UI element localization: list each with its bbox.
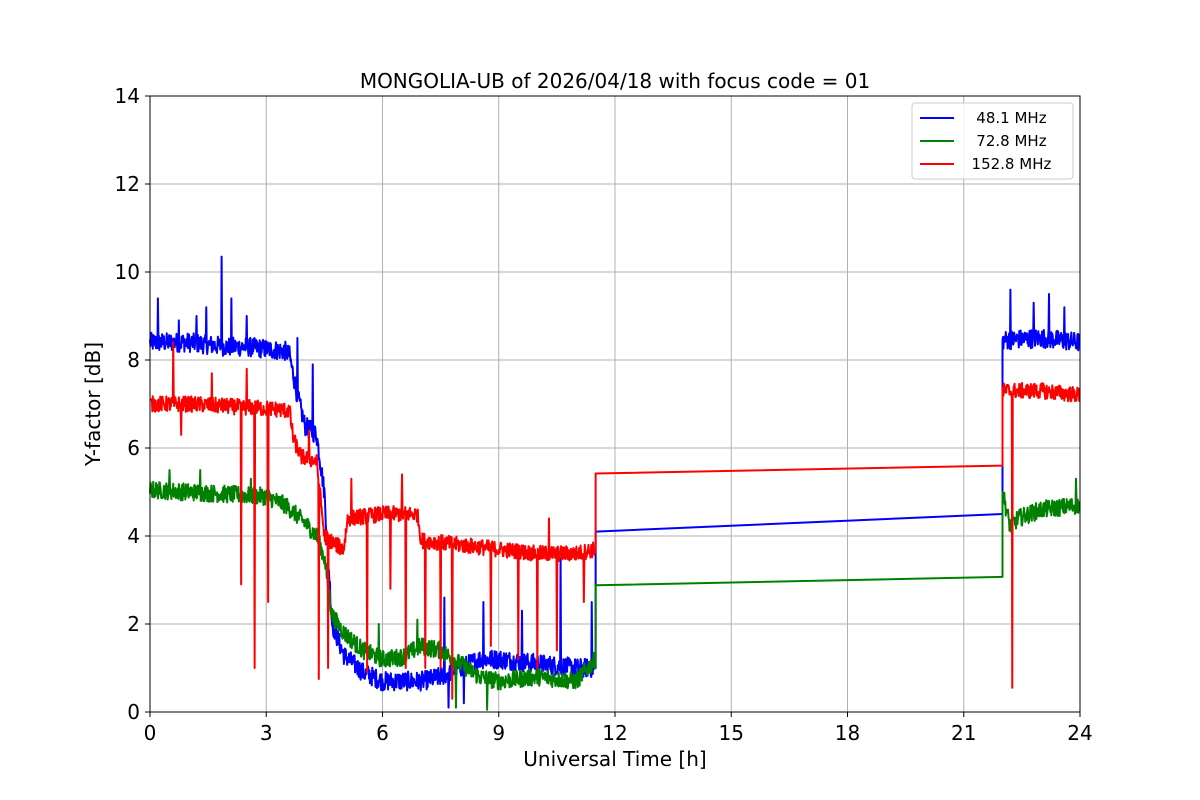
y-axis-label: Y-factor [dB] <box>81 342 105 467</box>
x-tick-label: 18 <box>835 721 860 745</box>
y-tick-label: 14 <box>115 84 140 108</box>
y-tick-label: 8 <box>127 348 140 372</box>
legend-label-48mhz: 48.1 MHz <box>962 109 1047 127</box>
legend-label-72mhz: 72.8 MHz <box>962 132 1047 150</box>
series-line-48-1-mhz <box>149 255 1081 709</box>
y-tick-label: 12 <box>115 172 140 196</box>
y-tick-label: 10 <box>115 260 140 284</box>
y-tick-label: 4 <box>127 524 140 548</box>
x-tick-label: 21 <box>951 721 976 745</box>
x-tick-label: 15 <box>719 721 744 745</box>
x-tick-label: 0 <box>144 721 157 745</box>
y-tick-label: 0 <box>127 700 140 724</box>
x-tick-label: 24 <box>1067 721 1092 745</box>
y-tick-label: 2 <box>127 612 140 636</box>
series-line-72-8-mhz <box>149 469 1081 711</box>
legend: 48.1 MHz 72.8 MHz 152.8 MHz <box>911 102 1074 180</box>
series-layer <box>149 255 1081 711</box>
chart-title: MONGOLIA-UB of 2026/04/18 with focus cod… <box>360 69 870 93</box>
x-tick-label: 6 <box>376 721 389 745</box>
series-line-152-8-mhz <box>149 341 1081 700</box>
legend-label-152mhz: 152.8 MHz <box>962 155 1051 173</box>
x-tick-label: 9 <box>492 721 505 745</box>
legend-box <box>911 102 1074 180</box>
x-tick-label: 12 <box>602 721 627 745</box>
y-tick-label: 6 <box>127 436 140 460</box>
x-axis-label: Universal Time [h] <box>523 747 706 771</box>
x-tick-label: 3 <box>260 721 273 745</box>
